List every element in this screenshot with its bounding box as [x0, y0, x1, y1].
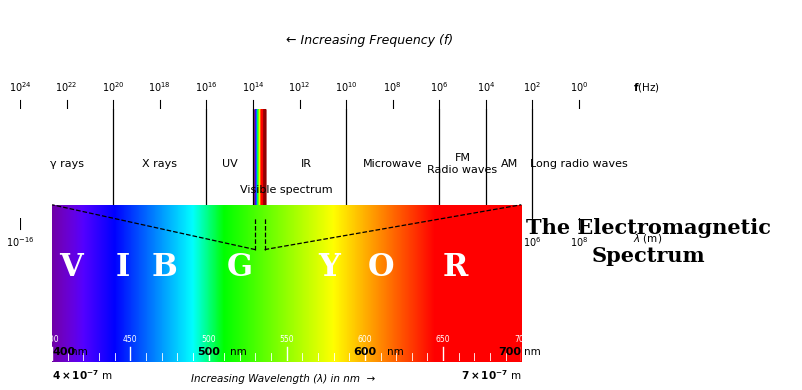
Text: $10^{-6}$: $10^{-6}$	[241, 236, 265, 249]
Text: $10^{12}$: $10^{12}$	[288, 80, 310, 94]
Text: nm: nm	[230, 347, 247, 357]
Text: $\lambda$ (m): $\lambda$ (m)	[633, 232, 662, 245]
Text: $10^{4}$: $10^{4}$	[476, 80, 495, 94]
Text: $10^{0}$: $10^{0}$	[383, 236, 402, 249]
Text: $\mathbf{f}$(Hz): $\mathbf{f}$(Hz)	[633, 81, 659, 94]
Text: 700: 700	[514, 335, 529, 344]
Text: $10^{20}$: $10^{20}$	[102, 80, 124, 94]
Text: $10^{2}$: $10^{2}$	[524, 80, 541, 94]
Text: The Electromagnetic
Spectrum: The Electromagnetic Spectrum	[526, 218, 771, 266]
Text: $10^{4}$: $10^{4}$	[476, 236, 495, 249]
Text: G: G	[227, 252, 253, 283]
Text: $10^{8}$: $10^{8}$	[383, 80, 402, 94]
Text: B: B	[152, 252, 177, 283]
Text: Increasing Wavelength (λ) →: Increasing Wavelength (λ) →	[326, 255, 505, 268]
Text: UV: UV	[222, 159, 237, 169]
Text: V: V	[59, 252, 83, 283]
Text: $10^{-16}$: $10^{-16}$	[6, 236, 34, 249]
Text: 550: 550	[279, 335, 294, 344]
Text: 400: 400	[52, 347, 75, 357]
Text: R: R	[443, 252, 468, 283]
Text: $10^{18}$: $10^{18}$	[148, 80, 171, 94]
Text: ← Increasing Frequency (f): ← Increasing Frequency (f)	[286, 34, 453, 48]
Text: $10^{-12}$: $10^{-12}$	[99, 236, 128, 249]
Text: $10^{14}$: $10^{14}$	[241, 80, 265, 94]
Text: $10^{22}$: $10^{22}$	[55, 80, 78, 94]
Text: AM: AM	[500, 159, 518, 169]
Text: $10^{8}$: $10^{8}$	[569, 236, 588, 249]
Text: 450: 450	[123, 335, 138, 344]
Text: nm: nm	[387, 347, 403, 357]
Text: Visible spectrum: Visible spectrum	[241, 185, 333, 195]
Text: $10^{24}$: $10^{24}$	[9, 80, 31, 94]
Text: nm: nm	[525, 347, 541, 357]
Text: $10^{16}$: $10^{16}$	[195, 80, 217, 94]
Text: 500: 500	[197, 347, 220, 357]
Text: nm: nm	[71, 347, 87, 357]
Text: Long radio waves: Long radio waves	[530, 159, 628, 169]
Text: 600: 600	[354, 347, 376, 357]
Text: X rays: X rays	[142, 159, 177, 169]
Text: γ rays: γ rays	[50, 159, 83, 169]
Text: $10^{0}$: $10^{0}$	[569, 80, 588, 94]
Text: 700: 700	[498, 347, 521, 357]
Text: $\mathbf{7 \times 10^{-7}}$ m: $\mathbf{7 \times 10^{-7}}$ m	[461, 369, 521, 382]
Text: $10^{2}$: $10^{2}$	[430, 236, 448, 249]
Text: Y: Y	[318, 252, 340, 283]
Text: $\mathbf{4 \times 10^{-7}}$ m: $\mathbf{4 \times 10^{-7}}$ m	[52, 369, 112, 382]
Text: $10^{-8}$: $10^{-8}$	[194, 236, 218, 249]
Text: O: O	[367, 252, 394, 283]
Text: $10^{-14}$: $10^{-14}$	[52, 236, 81, 249]
Text: Microwave: Microwave	[363, 159, 423, 169]
Text: $10^{10}$: $10^{10}$	[334, 80, 358, 94]
Text: I: I	[115, 252, 130, 283]
Text: $10^{6}$: $10^{6}$	[523, 236, 541, 249]
Text: $10^{-10}$: $10^{-10}$	[145, 236, 174, 249]
Text: FM
Radio waves: FM Radio waves	[427, 153, 497, 175]
Text: 500: 500	[201, 335, 216, 344]
Text: $10^{-4}$: $10^{-4}$	[287, 236, 312, 249]
Text: Increasing Wavelength (λ) in nm  →: Increasing Wavelength (λ) in nm →	[192, 374, 375, 384]
Text: 650: 650	[435, 335, 451, 344]
Text: $10^{6}$: $10^{6}$	[430, 80, 448, 94]
Text: IR: IR	[301, 159, 312, 169]
Text: 600: 600	[358, 335, 372, 344]
Text: 400: 400	[45, 335, 59, 344]
Text: $10^{-2}$: $10^{-2}$	[334, 236, 358, 249]
